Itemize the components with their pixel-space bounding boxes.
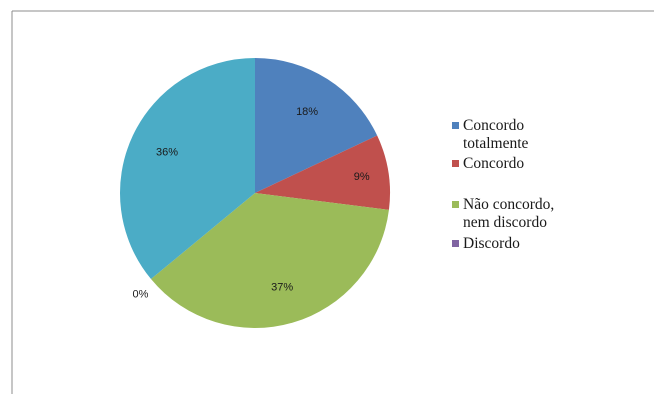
legend-item-3: Não concordo,nem discordo: [452, 196, 554, 231]
pie-slice-3: [150, 193, 389, 328]
legend-item-4: Discordo: [452, 235, 520, 252]
legend-swatch-4: [452, 240, 459, 247]
legend-label-1-line-1: Concordo: [463, 117, 524, 134]
legend-label-3-line-1: Não concordo,: [463, 196, 554, 213]
legend-label-1-line-2: totalmente: [463, 135, 529, 152]
legend-label-4-line-1: Discordo: [463, 235, 520, 252]
legend-swatch-3: [452, 201, 459, 208]
legend-swatch-1: [452, 122, 459, 129]
data-label-2: 9%: [354, 171, 370, 183]
data-labels: 18% 9% 37% 0% 36%: [133, 106, 370, 300]
pie-slice-2: [255, 135, 390, 210]
pie-slice-5: [120, 57, 256, 280]
pie-slices: [120, 57, 390, 328]
data-label-3: 37%: [271, 281, 293, 293]
pie-slice-1: [255, 58, 378, 193]
data-label-1: 18%: [296, 106, 318, 118]
data-label-5: 36%: [156, 147, 178, 159]
data-label-4: 0%: [133, 288, 149, 300]
legend-swatch-2: [452, 160, 459, 167]
legend-label-3-line-2: nem discordo: [463, 214, 547, 231]
legend-item-2: Concordo: [452, 155, 524, 172]
legend-label-2-line-1: Concordo: [463, 155, 524, 172]
